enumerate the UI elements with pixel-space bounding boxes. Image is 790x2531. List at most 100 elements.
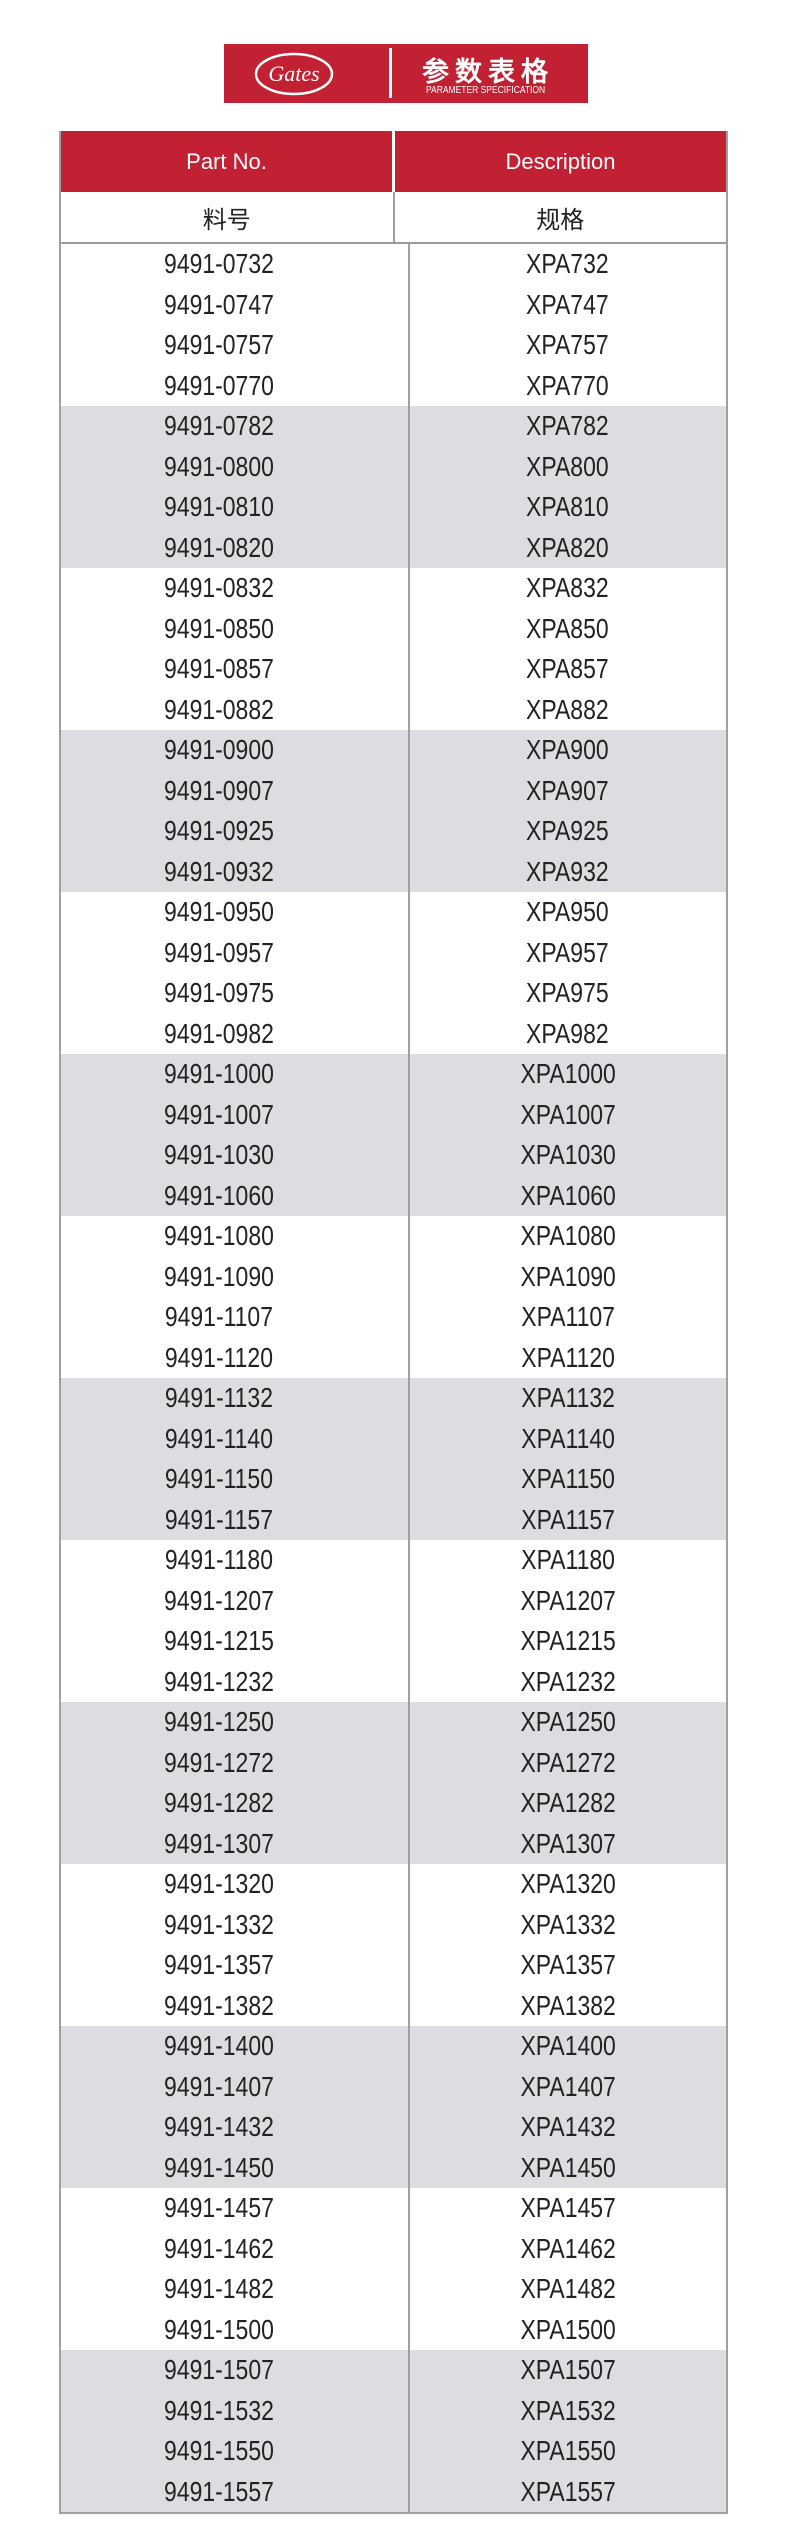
gates-logo: Gates (254, 52, 334, 96)
description-cell: XPA1482 (410, 2269, 727, 2310)
description-cell: XPA1157 (410, 1500, 727, 1541)
part-no-cell-text: 9491-0882 (164, 693, 275, 725)
description-cell-text: XPA810 (526, 491, 610, 523)
description-cell-text: XPA1432 (520, 2111, 616, 2143)
table-row: 9491-1180 XPA1180 (61, 1540, 726, 1581)
table-row: 9491-0925 XPA925 (61, 811, 726, 852)
table-row: 9491-1090 XPA1090 (61, 1256, 726, 1297)
part-no-cell: 9491-1320 (61, 1864, 410, 1905)
description-cell: XPA1432 (410, 2107, 727, 2148)
table-row: 9491-1000 XPA1000 (61, 1054, 726, 1095)
table-row: 9491-0982 XPA982 (61, 1013, 726, 1054)
description-cell-text: XPA1557 (520, 2475, 616, 2507)
part-no-cell: 9491-1140 (61, 1418, 410, 1459)
description-cell: XPA1140 (410, 1419, 727, 1460)
table-row: 9491-1382 XPA1382 (61, 1985, 727, 2027)
part-no-cell-text: 9491-1030 (164, 1139, 275, 1171)
part-no-cell: 9491-1250 (61, 1702, 410, 1743)
part-no-cell: 9491-1215 (61, 1621, 410, 1662)
part-no-cell-text: 9491-1007 (164, 1098, 275, 1130)
description-cell-text: XPA1320 (520, 1868, 616, 1900)
description-cell: XPA907 (410, 771, 727, 812)
subheader-part-no: 料号 (61, 192, 395, 242)
part-no-cell: 9491-1282 (61, 1783, 410, 1824)
part-no-cell-text: 9491-0782 (164, 410, 275, 442)
table-row: 9491-0770 XPA770 (61, 365, 727, 407)
description-cell-text: XPA1157 (520, 1503, 615, 1535)
part-no-cell: 9491-1382 (61, 1985, 410, 2026)
banner-title: 参数表格 (422, 57, 554, 87)
table-row: 9491-1432 XPA1432 (61, 2107, 726, 2148)
part-no-cell-text: 9491-1180 (165, 1544, 274, 1576)
part-no-cell-text: 9491-1382 (164, 1989, 275, 2021)
part-no-cell: 9491-1557 (61, 2471, 410, 2512)
part-no-cell: 9491-0907 (61, 770, 410, 811)
table-row: 9491-1500 XPA1500 (61, 2309, 726, 2350)
part-no-cell: 9491-1357 (61, 1945, 410, 1986)
description-cell-text: XPA925 (526, 815, 610, 847)
description-cell: XPA850 (410, 609, 727, 650)
description-cell-text: XPA1132 (520, 1382, 615, 1414)
part-no-cell: 9491-1120 (61, 1337, 410, 1378)
part-no-cell-text: 9491-0925 (164, 815, 275, 847)
description-cell: XPA857 (410, 649, 727, 690)
description-cell-text: XPA1500 (520, 2313, 616, 2345)
description-cell-text: XPA770 (526, 369, 610, 401)
table-row: 9491-0732 XPA732 (61, 244, 726, 285)
description-cell: XPA1282 (410, 1783, 727, 1824)
description-cell: XPA1382 (410, 1986, 727, 2027)
table-row: 9491-1320 XPA1320 (61, 1864, 726, 1905)
part-no-cell: 9491-1507 (61, 2350, 410, 2391)
part-no-cell: 9491-1157 (61, 1499, 410, 1540)
part-no-cell-text: 9491-0907 (164, 774, 275, 806)
table-row: 9491-0757 XPA757 (61, 325, 726, 366)
description-cell-text: XPA1507 (520, 2354, 616, 2386)
table-row: 9491-0782 XPA782 (61, 406, 726, 447)
table-row: 9491-0907 XPA907 (61, 770, 727, 812)
description-cell: XPA932 (410, 852, 727, 893)
subheader-description: 规格 (536, 206, 585, 234)
description-cell: XPA882 (410, 690, 727, 731)
table-row: 9491-0932 XPA932 (61, 851, 727, 893)
table-row: 9491-1232 XPA1232 (61, 1661, 726, 1702)
part-no-cell-text: 9491-1272 (164, 1746, 275, 1778)
part-no-cell-text: 9491-1332 (164, 1908, 275, 1940)
part-no-cell: 9491-1500 (61, 2309, 410, 2350)
description-cell-text: XPA757 (526, 329, 610, 361)
part-no-cell: 9491-1272 (61, 1742, 410, 1783)
part-no-cell: 9491-0810 (61, 487, 410, 528)
description-cell-text: XPA900 (526, 734, 610, 766)
table-row: 9491-1550 XPA1550 (61, 2431, 726, 2472)
part-no-cell-text: 9491-1250 (164, 1706, 275, 1738)
part-no-cell: 9491-1332 (61, 1904, 410, 1945)
table-row: 9491-1507 XPA1507 (61, 2350, 726, 2391)
part-no-cell: 9491-1457 (61, 2188, 410, 2229)
description-cell: XPA1400 (410, 2026, 727, 2067)
description-cell: XPA1120 (410, 1338, 727, 1379)
part-no-cell-text: 9491-0820 (164, 531, 275, 563)
part-no-cell-text: 9491-0810 (164, 491, 275, 523)
part-no-cell: 9491-1090 (61, 1256, 410, 1297)
part-no-cell: 9491-1207 (61, 1580, 410, 1621)
part-no-cell: 9491-1232 (61, 1661, 410, 1702)
description-cell-text: XPA950 (526, 896, 610, 928)
part-no-cell: 9491-1450 (61, 2147, 410, 2188)
part-no-cell: 9491-0732 (61, 244, 410, 285)
description-cell: XPA770 (410, 366, 727, 407)
part-no-cell-text: 9491-1232 (164, 1665, 275, 1697)
part-no-cell: 9491-0770 (61, 365, 410, 406)
part-no-cell-text: 9491-1557 (164, 2475, 275, 2507)
part-no-cell-text: 9491-1107 (165, 1301, 274, 1333)
description-cell: XPA820 (410, 528, 727, 569)
description-cell-text: XPA820 (526, 531, 610, 563)
part-no-cell-text: 9491-1357 (164, 1949, 275, 1981)
part-no-cell: 9491-1432 (61, 2107, 410, 2148)
description-cell: XPA1450 (410, 2148, 727, 2189)
part-no-cell: 9491-1080 (61, 1216, 410, 1257)
table-row: 9491-1207 XPA1207 (61, 1580, 726, 1621)
part-no-cell-text: 9491-0982 (164, 1017, 275, 1049)
table-row: 9491-1407 XPA1407 (61, 2066, 726, 2107)
header-description: Description (505, 148, 616, 174)
description-cell-text: XPA1030 (520, 1139, 616, 1171)
part-no-cell-text: 9491-1462 (164, 2232, 275, 2264)
